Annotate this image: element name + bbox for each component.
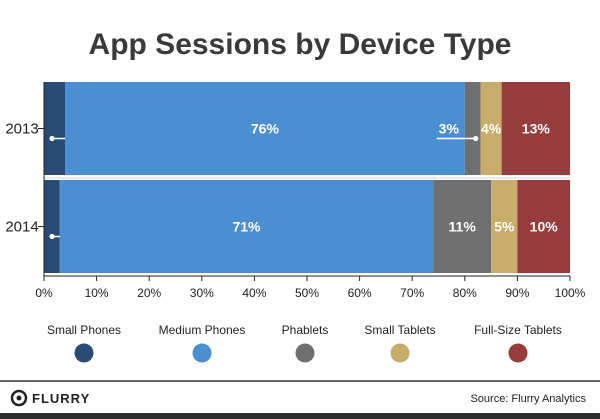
x-tick-label: 60% — [348, 286, 372, 300]
data-label-2014-medium-phones: 71% — [232, 219, 261, 235]
legend-label-small-tablets: Small Tablets — [364, 323, 435, 337]
data-label-2014-small-tablets: 5% — [494, 219, 515, 235]
bar-2013-medium-phones — [65, 82, 465, 175]
data-label-2013-medium-phones: 76% — [251, 121, 280, 137]
x-tick-label: 90% — [505, 286, 529, 300]
chart-title: App Sessions by Device Type — [89, 28, 512, 61]
x-tick-label: 0% — [35, 286, 53, 300]
bar-2014-small-phones — [44, 180, 60, 273]
bar-2013-phablets — [464, 82, 481, 175]
x-tick-label: 80% — [453, 286, 477, 300]
bar-2014-medium-phones — [59, 180, 434, 273]
category-label-2013: 2013 — [5, 121, 38, 138]
bar-2013-full-size-tablets — [501, 82, 570, 175]
data-label-2014-full-size-tablets: 10% — [530, 219, 559, 235]
data-label-2013-small-tablets: 4% — [481, 121, 502, 137]
brand-name: FLURRY — [32, 391, 90, 406]
legend-swatch-full-size-tablets — [508, 343, 528, 363]
flurry-logo-icon — [10, 389, 28, 407]
bar-2013-small-phones — [44, 82, 66, 175]
bar-2014-small-tablets — [491, 180, 518, 273]
x-tick-label: 50% — [295, 286, 319, 300]
legend-swatch-small-phones — [74, 343, 94, 363]
category-label-2014: 2014 — [5, 219, 38, 236]
footer-bar — [0, 413, 600, 419]
source-note: Source: Flurry Analytics — [470, 393, 586, 405]
legend-label-medium-phones: Medium Phones — [159, 323, 246, 337]
x-tick-label: 40% — [242, 286, 266, 300]
x-axis: 2013 2014 0% 10% 20% 30% 40% 50% 60% 70% 80% 90% 100… — [5, 82, 586, 300]
x-tick-label: 10% — [85, 286, 109, 300]
x-tick-label: 30% — [190, 286, 214, 300]
x-tick-label: 20% — [137, 286, 161, 300]
data-label-2013-full-size-tablets: 13% — [522, 121, 551, 137]
legend-label-small-phones: Small Phones — [47, 323, 121, 337]
data-label-2014-phablets: 11% — [449, 219, 477, 235]
legend: Small Phones Medium Phones Phablets Small T… — [47, 323, 562, 363]
bars-layer: 4%76%3%4%13%3%71%11%5%10% — [44, 82, 570, 273]
legend-swatch-phablets — [295, 343, 315, 363]
x-tick-label: 70% — [400, 286, 424, 300]
bar-2014-full-size-tablets — [517, 180, 570, 273]
bar-2014-phablets — [433, 180, 492, 273]
legend-label-full-size-tablets: Full-Size Tablets — [474, 323, 562, 337]
legend-swatch-medium-phones — [192, 343, 212, 363]
data-label-2013-phablets: 3% — [439, 121, 460, 137]
legend-label-phablets: Phablets — [282, 323, 329, 337]
legend-swatch-small-tablets — [390, 343, 410, 363]
x-tick-label: 100% — [555, 286, 586, 300]
bar-2013-small-tablets — [480, 82, 502, 175]
